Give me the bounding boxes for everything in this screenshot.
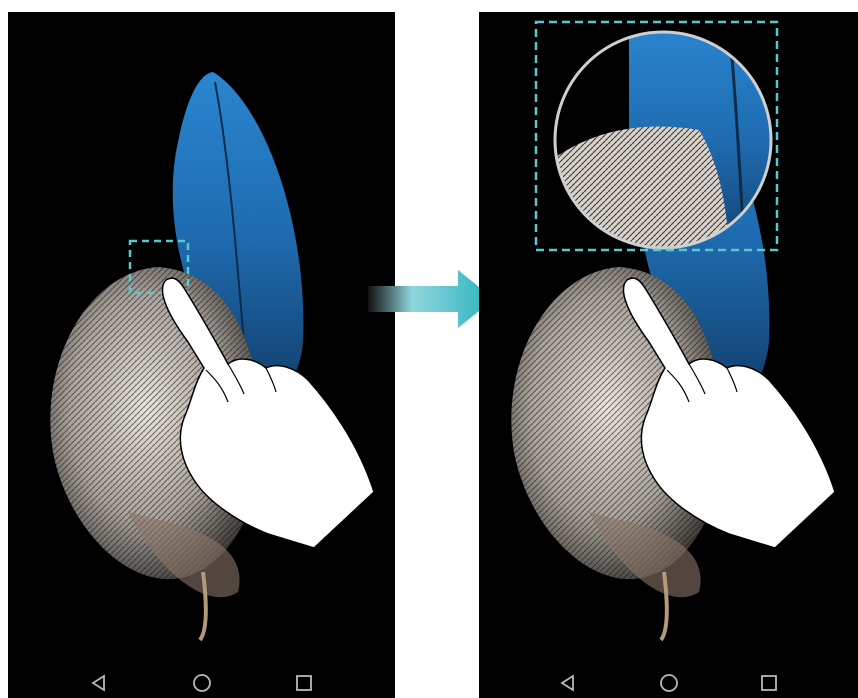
home-icon[interactable] xyxy=(657,671,681,695)
transition-arrow-icon xyxy=(368,270,494,328)
selection-box-small xyxy=(128,239,190,295)
home-icon[interactable] xyxy=(190,671,214,695)
selection-box-large xyxy=(534,20,779,252)
feather-wallpaper-zoomed xyxy=(511,20,836,642)
navigation-bar xyxy=(479,668,858,698)
recents-icon[interactable] xyxy=(757,671,781,695)
pointing-hand-icon xyxy=(622,277,836,549)
phone-screen-after xyxy=(479,12,858,698)
navigation-bar xyxy=(8,668,395,698)
back-icon[interactable] xyxy=(556,671,580,695)
pointing-hand-icon xyxy=(161,277,375,549)
feather-wallpaper xyxy=(50,72,375,642)
recents-icon[interactable] xyxy=(292,671,316,695)
phone-screen-before xyxy=(8,12,395,698)
back-icon[interactable] xyxy=(87,671,111,695)
magnifier-circle xyxy=(553,30,773,250)
